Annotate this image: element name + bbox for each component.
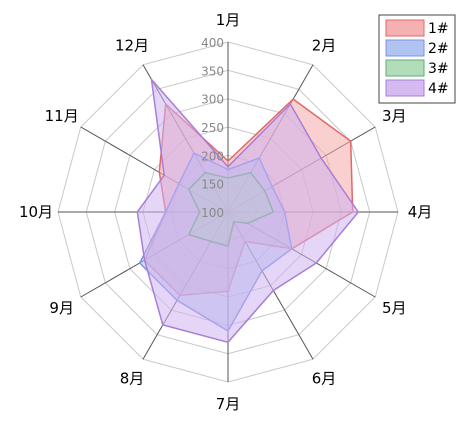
category-labels: 1月 2月 3月 4月 5月 6月 7月 8月 9月 10月 11月 12月 xyxy=(19,11,432,413)
tick-label: 300 xyxy=(201,93,224,107)
legend: 1# 2# 3# 4# xyxy=(378,14,456,104)
category-label: 7月 xyxy=(216,395,241,413)
category-label: 6月 xyxy=(312,369,337,387)
tick-label: 200 xyxy=(201,149,224,163)
category-label: 5月 xyxy=(382,299,407,317)
category-label: 4月 xyxy=(408,203,433,221)
radial-tick-labels: 150 200 250 300 350 400 100 xyxy=(201,36,224,220)
category-label: 2月 xyxy=(312,37,337,55)
category-label: 12月 xyxy=(115,37,149,55)
tick-label: 400 xyxy=(201,36,224,50)
legend-swatch xyxy=(385,79,425,97)
legend-label: 1# xyxy=(428,21,449,37)
category-label: 8月 xyxy=(120,369,145,387)
tick-label: 150 xyxy=(201,178,224,192)
legend-label: 4# xyxy=(428,81,449,97)
legend-swatch xyxy=(385,19,425,37)
category-label: 10月 xyxy=(19,203,53,221)
radar-series xyxy=(136,78,360,344)
category-label: 9月 xyxy=(49,299,74,317)
legend-label: 3# xyxy=(428,61,449,77)
legend-swatch xyxy=(385,39,425,57)
legend-swatch xyxy=(385,59,425,77)
series-area-4 xyxy=(136,78,360,344)
category-label: 1月 xyxy=(216,11,241,29)
tick-label: 250 xyxy=(201,121,224,135)
category-label: 11月 xyxy=(45,107,79,125)
tick-label: 100 xyxy=(201,206,224,220)
tick-label: 350 xyxy=(201,64,224,78)
legend-label: 2# xyxy=(428,41,449,57)
category-label: 3月 xyxy=(382,107,407,125)
